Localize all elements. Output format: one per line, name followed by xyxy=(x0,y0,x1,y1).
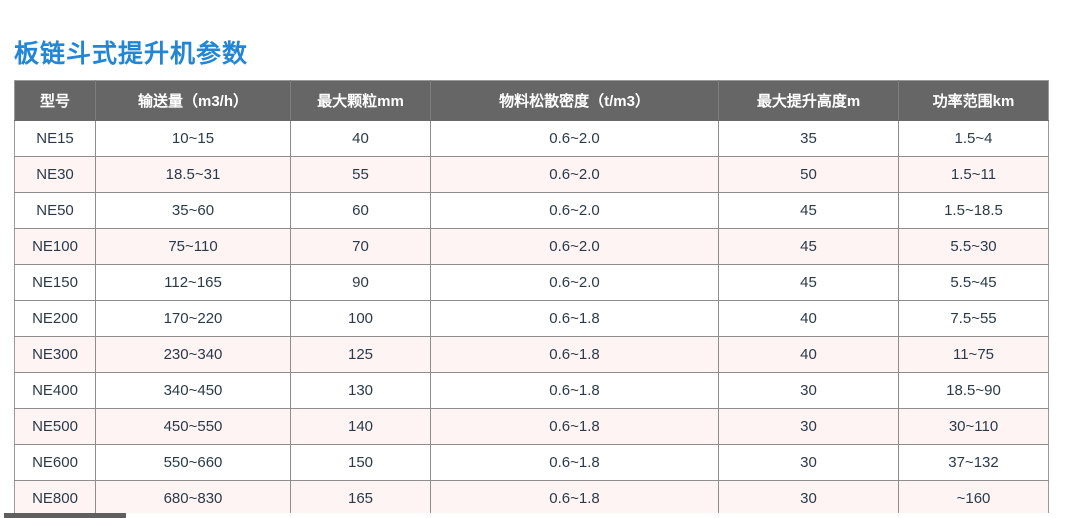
cell-bulk-density: 0.6~2.0 xyxy=(430,192,719,229)
cell-particle-size: 90 xyxy=(290,264,431,301)
cell-capacity: 550~660 xyxy=(95,444,291,481)
cell-particle-size: 130 xyxy=(290,372,431,409)
column-header-power: 功率范围km xyxy=(898,80,1049,121)
cell-lift-height: 40 xyxy=(718,300,899,337)
cell-capacity: 112~165 xyxy=(95,264,291,301)
cell-particle-size: 125 xyxy=(290,336,431,373)
cell-power-range: 1.5~18.5 xyxy=(898,192,1049,229)
cell-model: NE30 xyxy=(14,156,96,193)
cell-particle-size: 60 xyxy=(290,192,431,229)
cell-particle-size: 70 xyxy=(290,228,431,265)
cell-capacity: 230~340 xyxy=(95,336,291,373)
column-header-model: 型号 xyxy=(14,80,96,121)
cell-power-range: ~160 xyxy=(898,480,1049,517)
page-title: 板链斗式提升机参数 xyxy=(14,39,249,68)
cell-model: NE150 xyxy=(14,264,96,301)
cell-capacity: 75~110 xyxy=(95,228,291,265)
table-row: NE300 230~340 125 0.6~1.8 40 11~75 xyxy=(14,336,1049,373)
cell-bulk-density: 0.6~2.0 xyxy=(430,120,719,157)
cell-model: NE50 xyxy=(14,192,96,229)
cell-capacity: 10~15 xyxy=(95,120,291,157)
cell-lift-height: 30 xyxy=(718,444,899,481)
cell-bulk-density: 0.6~2.0 xyxy=(430,264,719,301)
cell-particle-size: 55 xyxy=(290,156,431,193)
cell-lift-height: 35 xyxy=(718,120,899,157)
cell-particle-size: 40 xyxy=(290,120,431,157)
table-row: NE600 550~660 150 0.6~1.8 30 37~132 xyxy=(14,444,1049,481)
table-row: NE800 680~830 165 0.6~1.8 30 ~160 xyxy=(14,480,1049,517)
cell-power-range: 5.5~45 xyxy=(898,264,1049,301)
cell-bulk-density: 0.6~1.8 xyxy=(430,444,719,481)
cell-lift-height: 45 xyxy=(718,264,899,301)
cell-lift-height: 30 xyxy=(718,372,899,409)
table-row: NE500 450~550 140 0.6~1.8 30 30~110 xyxy=(14,408,1049,445)
table-body: NE15 10~15 40 0.6~2.0 35 1.5~4 NE30 18.5~31 55 0.… xyxy=(14,120,1049,517)
cell-particle-size: 100 xyxy=(290,300,431,337)
cell-power-range: 30~110 xyxy=(898,408,1049,445)
table-header-row: 型号 输送量（m3/h） 最大颗粒mm 物料松散密度（t/m3） 最大提升高度m… xyxy=(14,80,1049,121)
cell-lift-height: 30 xyxy=(718,480,899,517)
table-row: NE50 35~60 60 0.6~2.0 45 1.5~18.5 xyxy=(14,192,1049,229)
cell-capacity: 170~220 xyxy=(95,300,291,337)
cell-power-range: 1.5~11 xyxy=(898,156,1049,193)
cell-model: NE15 xyxy=(14,120,96,157)
cell-power-range: 7.5~55 xyxy=(898,300,1049,337)
cell-model: NE200 xyxy=(14,300,96,337)
table-row: NE400 340~450 130 0.6~1.8 30 18.5~90 xyxy=(14,372,1049,409)
cell-lift-height: 45 xyxy=(718,228,899,265)
cell-lift-height: 40 xyxy=(718,336,899,373)
table-header: 型号 输送量（m3/h） 最大颗粒mm 物料松散密度（t/m3） 最大提升高度m… xyxy=(14,80,1049,121)
table-row: NE30 18.5~31 55 0.6~2.0 50 1.5~11 xyxy=(14,156,1049,193)
cell-bulk-density: 0.6~1.8 xyxy=(430,300,719,337)
table-row: NE100 75~110 70 0.6~2.0 45 5.5~30 xyxy=(14,228,1049,265)
cell-capacity: 680~830 xyxy=(95,480,291,517)
spec-table-container: 型号 输送量（m3/h） 最大颗粒mm 物料松散密度（t/m3） 最大提升高度m… xyxy=(14,80,1049,517)
cell-capacity: 340~450 xyxy=(95,372,291,409)
cell-capacity: 18.5~31 xyxy=(95,156,291,193)
cell-power-range: 1.5~4 xyxy=(898,120,1049,157)
cell-capacity: 450~550 xyxy=(95,408,291,445)
cell-particle-size: 150 xyxy=(290,444,431,481)
cell-bulk-density: 0.6~2.0 xyxy=(430,228,719,265)
cell-particle-size: 140 xyxy=(290,408,431,445)
horizontal-scrollbar-thumb[interactable] xyxy=(4,513,126,518)
cell-model: NE600 xyxy=(14,444,96,481)
cell-bulk-density: 0.6~1.8 xyxy=(430,336,719,373)
column-header-particle: 最大颗粒mm xyxy=(290,80,431,121)
cell-bulk-density: 0.6~1.8 xyxy=(430,372,719,409)
table-row: NE200 170~220 100 0.6~1.8 40 7.5~55 xyxy=(14,300,1049,337)
cell-lift-height: 50 xyxy=(718,156,899,193)
cell-capacity: 35~60 xyxy=(95,192,291,229)
cell-particle-size: 165 xyxy=(290,480,431,517)
cell-model: NE400 xyxy=(14,372,96,409)
plate-chain-bucket-elevator-spec-table: 型号 输送量（m3/h） 最大颗粒mm 物料松散密度（t/m3） 最大提升高度m… xyxy=(14,80,1049,517)
cell-bulk-density: 0.6~1.8 xyxy=(430,480,719,517)
column-header-density: 物料松散密度（t/m3） xyxy=(430,80,719,121)
cell-power-range: 5.5~30 xyxy=(898,228,1049,265)
cell-bulk-density: 0.6~1.8 xyxy=(430,408,719,445)
cell-model: NE100 xyxy=(14,228,96,265)
cell-power-range: 37~132 xyxy=(898,444,1049,481)
cell-power-range: 18.5~90 xyxy=(898,372,1049,409)
cell-model: NE500 xyxy=(14,408,96,445)
column-header-capacity: 输送量（m3/h） xyxy=(95,80,291,121)
table-row: NE150 112~165 90 0.6~2.0 45 5.5~45 xyxy=(14,264,1049,301)
table-row: NE15 10~15 40 0.6~2.0 35 1.5~4 xyxy=(14,120,1049,157)
cell-model: NE300 xyxy=(14,336,96,373)
cell-lift-height: 45 xyxy=(718,192,899,229)
cell-bulk-density: 0.6~2.0 xyxy=(430,156,719,193)
column-header-height: 最大提升高度m xyxy=(718,80,899,121)
horizontal-scrollbar[interactable] xyxy=(0,513,1075,518)
cell-power-range: 11~75 xyxy=(898,336,1049,373)
cell-lift-height: 30 xyxy=(718,408,899,445)
cell-model: NE800 xyxy=(14,480,96,517)
